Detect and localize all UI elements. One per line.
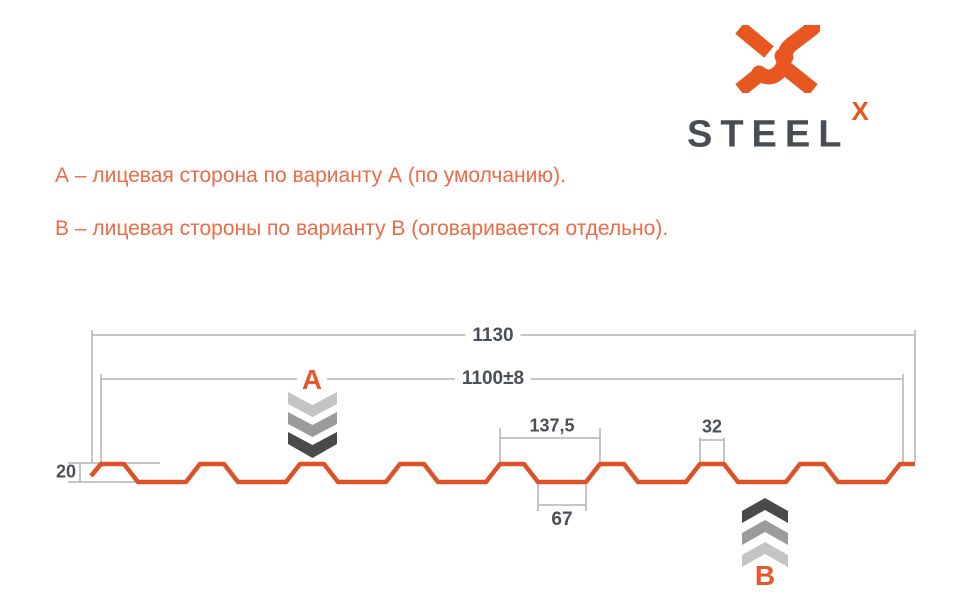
dim-working-width: 1100±8	[454, 368, 532, 390]
note-variant-b: В – лицевая стороны по варианту В (огова…	[55, 217, 669, 240]
dim-overall-width: 1130	[465, 325, 521, 347]
note-variant-a: А – лицевая сторона по варианту А (по ум…	[55, 164, 566, 187]
chevrons-up-icon	[742, 498, 788, 567]
dimension-lines	[68, 330, 916, 511]
logo-wordmark: STEELX	[687, 96, 869, 156]
logo-brand-sup: X	[851, 96, 869, 126]
dim-profile-height: 20	[55, 461, 77, 482]
chevrons-down-icon	[288, 392, 337, 458]
marker-side-a: A	[296, 365, 328, 395]
sheet-profile-outline	[89, 461, 915, 485]
dim-rib-pitch: 137,5	[524, 415, 580, 437]
marker-side-b: B	[754, 560, 776, 591]
dim-crest-width: 32	[696, 416, 728, 438]
steelx-x-icon	[735, 25, 820, 93]
logo-brand-text: STEEL	[687, 113, 850, 156]
dim-valley-width: 67	[551, 509, 573, 530]
